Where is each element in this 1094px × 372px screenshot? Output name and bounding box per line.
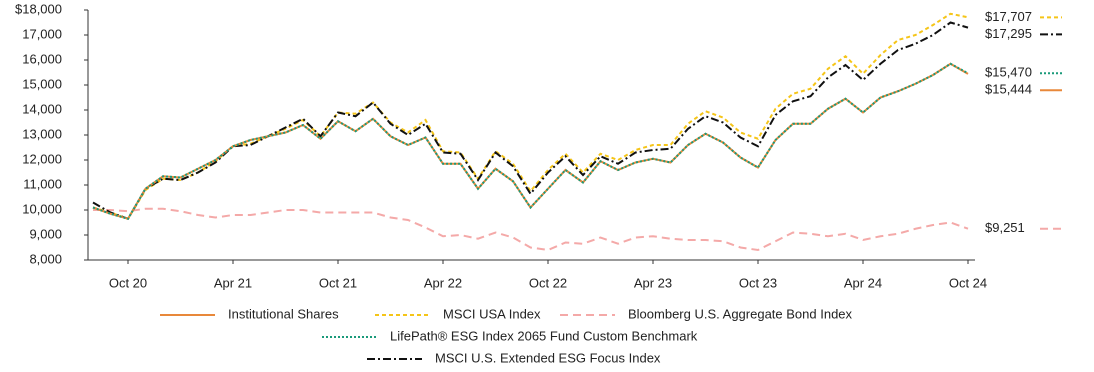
end-label: $9,251: [985, 220, 1025, 235]
y-tick-label: 8,000: [29, 251, 62, 266]
y-tick-label: 17,000: [22, 26, 62, 41]
y-tick-label: 16,000: [22, 51, 62, 66]
y-tick-label: 13,000: [22, 126, 62, 141]
y-tick-label: 15,000: [22, 76, 62, 91]
x-tick-label: Apr 21: [214, 275, 252, 290]
x-tick-label: Apr 23: [634, 275, 672, 290]
x-tick-label: Oct 23: [739, 275, 777, 290]
end-label: $17,295: [985, 26, 1032, 41]
x-tick-label: Oct 21: [319, 275, 357, 290]
y-tick-label: 11,000: [23, 176, 62, 191]
end-label: $15,470: [985, 65, 1032, 80]
end-label: $15,444: [985, 82, 1032, 97]
y-tick-label: $18,000: [15, 1, 62, 16]
x-tick-label: Oct 22: [529, 275, 567, 290]
x-tick-label: Oct 20: [109, 275, 147, 290]
x-tick-label: Apr 22: [424, 275, 462, 290]
series-line: [92, 12, 969, 220]
series-line: [92, 62, 969, 220]
legend-label: MSCI U.S. Extended ESG Focus Index: [435, 350, 661, 365]
legend-label: MSCI USA Index: [443, 306, 541, 321]
y-tick-label: 12,000: [22, 151, 62, 166]
end-label: $17,707: [985, 9, 1032, 24]
y-tick-label: 9,000: [29, 226, 62, 241]
legend-label: Institutional Shares: [228, 306, 339, 321]
legend-label: LifePath® ESG Index 2065 Fund Custom Ben…: [390, 328, 698, 343]
y-tick-label: 14,000: [22, 101, 62, 116]
series-line: [92, 62, 969, 220]
series-line: [93, 207, 969, 252]
x-tick-label: Apr 24: [844, 275, 882, 290]
y-tick-label: 10,000: [22, 201, 62, 216]
legend-label: Bloomberg U.S. Aggregate Bond Index: [628, 306, 853, 321]
x-tick-label: Oct 24: [949, 275, 987, 290]
series-line: [92, 21, 969, 220]
